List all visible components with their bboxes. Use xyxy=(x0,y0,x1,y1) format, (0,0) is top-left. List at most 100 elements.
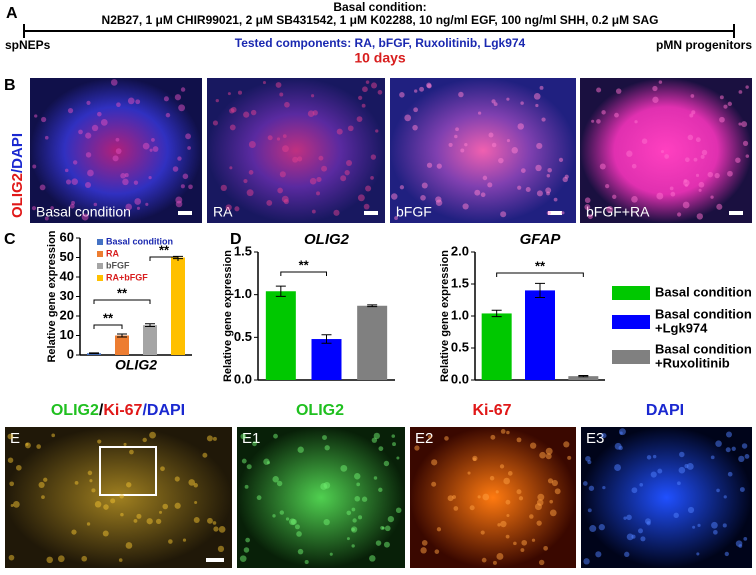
components: N2B27, 1 μM CHIR99021, 2 μM SB431542, 1 … xyxy=(102,13,659,27)
cell xyxy=(384,525,391,532)
cell xyxy=(517,123,524,130)
cell xyxy=(488,132,494,138)
y-tick-label: 0.5 xyxy=(451,339,469,354)
y-tick-label: 1.0 xyxy=(234,286,252,301)
cell xyxy=(78,129,83,135)
legend-label: RA xyxy=(106,248,119,258)
cell xyxy=(289,518,296,526)
cell xyxy=(177,156,182,161)
cell xyxy=(163,96,169,102)
cell xyxy=(535,164,542,172)
cell xyxy=(377,89,383,95)
cell xyxy=(89,479,93,483)
cell xyxy=(520,548,525,552)
cell xyxy=(352,518,357,523)
cell xyxy=(715,440,722,447)
cell xyxy=(722,523,727,528)
cell xyxy=(520,168,526,173)
cell xyxy=(362,86,368,93)
bar xyxy=(171,257,185,355)
cell xyxy=(248,141,256,149)
cell xyxy=(742,140,749,146)
cell xyxy=(511,147,518,154)
cell xyxy=(652,85,658,92)
cell xyxy=(506,513,510,518)
cell xyxy=(656,192,664,200)
cell xyxy=(474,189,481,196)
cell xyxy=(151,138,155,142)
cell xyxy=(536,142,543,150)
cell xyxy=(162,503,169,510)
cell xyxy=(292,156,299,163)
cell xyxy=(723,495,727,499)
significance: ** xyxy=(159,242,170,257)
legend-label: Basal condition xyxy=(106,236,173,246)
cell xyxy=(719,95,724,100)
cell xyxy=(304,560,309,565)
cell xyxy=(394,216,398,220)
cell xyxy=(686,463,694,470)
cell xyxy=(174,94,182,101)
significance-bracket xyxy=(280,271,327,276)
cell xyxy=(373,476,378,480)
cell xyxy=(136,206,140,210)
cell xyxy=(587,460,592,465)
cell xyxy=(136,513,142,519)
cell xyxy=(634,120,638,124)
y-tick-label: 40 xyxy=(60,268,74,283)
cell xyxy=(480,192,486,198)
cell xyxy=(38,481,45,488)
micrograph xyxy=(581,427,752,568)
cell xyxy=(297,548,304,555)
cell xyxy=(350,526,358,533)
cell xyxy=(623,516,627,520)
cell xyxy=(727,170,733,177)
cell xyxy=(399,185,405,190)
cell xyxy=(689,113,694,118)
cell xyxy=(375,129,379,133)
cell xyxy=(387,515,395,523)
cell xyxy=(266,200,273,206)
cell xyxy=(363,203,370,210)
image-label: bFGF xyxy=(396,204,432,220)
cell xyxy=(738,455,745,462)
cell xyxy=(336,128,343,135)
cell xyxy=(539,85,544,90)
legend-swatch xyxy=(97,275,103,281)
cell xyxy=(351,507,356,512)
cell xyxy=(323,481,331,489)
cell xyxy=(587,508,592,513)
cell xyxy=(495,490,499,494)
cell xyxy=(91,488,96,493)
cell xyxy=(296,531,302,537)
cell xyxy=(624,551,630,558)
cell xyxy=(554,488,561,495)
cell xyxy=(561,211,565,215)
cell xyxy=(25,442,29,446)
cell xyxy=(31,206,37,211)
legend-swatch xyxy=(97,239,103,245)
cell xyxy=(46,556,53,564)
cell xyxy=(116,102,121,107)
cell xyxy=(503,477,510,485)
cell xyxy=(670,191,676,197)
cell xyxy=(426,82,432,88)
cell xyxy=(537,493,545,501)
cell xyxy=(500,520,507,528)
cell xyxy=(321,165,328,172)
cell xyxy=(97,111,102,117)
cell xyxy=(598,524,605,531)
cell xyxy=(354,473,361,480)
cell xyxy=(472,455,478,462)
cell xyxy=(370,154,377,160)
cell xyxy=(677,212,682,217)
cell xyxy=(638,528,643,534)
cell xyxy=(480,530,485,535)
cell xyxy=(44,135,49,140)
cell xyxy=(193,483,198,488)
cell xyxy=(716,203,723,210)
cell xyxy=(404,114,412,122)
cell xyxy=(202,452,208,458)
cell xyxy=(713,530,718,535)
